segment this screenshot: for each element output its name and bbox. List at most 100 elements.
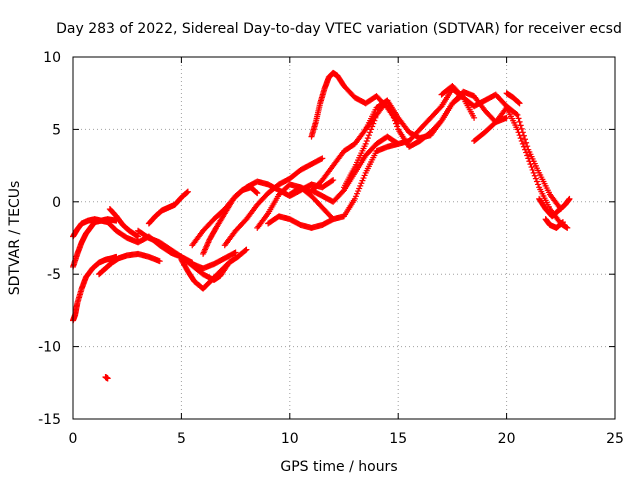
data-point (531, 172, 538, 179)
data-point (385, 100, 392, 107)
series-track-25 (542, 216, 566, 231)
data-point (564, 224, 571, 231)
series-track-16 (286, 140, 402, 223)
series-track-18 (308, 85, 478, 205)
x-tick-label: 25 (606, 431, 624, 447)
data-point (357, 182, 364, 189)
data-point (390, 114, 397, 121)
data-point (523, 149, 530, 156)
y-tick-label: 5 (52, 122, 61, 138)
data-point (104, 375, 111, 382)
data-point (523, 139, 530, 146)
y-tick-label: -15 (38, 412, 61, 428)
data-point (518, 137, 525, 144)
series-track-23 (503, 90, 523, 107)
series-track-2 (70, 216, 120, 270)
axis-ticks: 0 5 10 15 20 25 -15 -10 -5 0 5 10 (38, 50, 624, 447)
data-point (330, 177, 337, 184)
data-point (389, 111, 396, 118)
x-tick-label: 5 (177, 431, 186, 447)
data-point (387, 106, 394, 113)
data-point (516, 118, 523, 125)
data-point (516, 132, 523, 139)
series-track-5 (106, 206, 142, 240)
data-point (254, 190, 261, 197)
data-point (517, 135, 524, 142)
series-track-21 (438, 82, 564, 213)
data-point (525, 155, 532, 162)
data-point (526, 158, 533, 165)
y-tick-label: 10 (43, 50, 61, 66)
data-point (517, 122, 524, 129)
y-tick-label: -5 (47, 267, 61, 283)
data-point (329, 177, 336, 184)
data-point (362, 140, 369, 147)
series-track-6 (102, 374, 111, 382)
data-point (363, 137, 370, 144)
data-point (358, 180, 365, 187)
data-point (242, 247, 249, 254)
data-point (384, 97, 391, 104)
data-point (566, 195, 573, 202)
series-track-13 (221, 155, 326, 249)
data-point (524, 152, 531, 159)
data-point (360, 175, 367, 182)
x-tick-label: 20 (498, 431, 516, 447)
series-track-10 (178, 246, 250, 292)
series-track-12 (200, 184, 261, 257)
data-point (514, 126, 521, 133)
data-point (516, 100, 523, 107)
series-track-4 (96, 250, 163, 278)
data-point (364, 135, 371, 142)
chart-title: Day 283 of 2022, Sidereal Day-to-day VTE… (56, 21, 622, 37)
series-track-20 (362, 91, 467, 150)
data-point (391, 117, 398, 124)
data-point (352, 193, 359, 200)
data-point (522, 146, 529, 153)
series-track-1 (70, 216, 196, 266)
data-point (361, 172, 368, 179)
series-track-3 (70, 253, 120, 324)
data-point (522, 136, 529, 143)
data-point (527, 161, 534, 168)
data-point (232, 249, 239, 256)
data-point (513, 111, 520, 118)
data-point (243, 246, 250, 253)
data-point (533, 178, 540, 185)
y-tick-label: 0 (52, 195, 61, 211)
data-point (559, 219, 566, 226)
data-point (393, 120, 400, 127)
y-tick-label: -10 (38, 340, 61, 356)
data-point (394, 123, 401, 130)
series-track-17 (308, 69, 402, 140)
data-point (156, 258, 163, 265)
data-point (355, 188, 362, 195)
data-point (530, 169, 537, 176)
data-point (386, 103, 393, 110)
data-point (515, 129, 522, 136)
data-point (135, 233, 142, 240)
x-tick-label: 0 (69, 431, 78, 447)
data-points (70, 69, 573, 382)
series-track-15 (265, 213, 337, 231)
data-point (515, 115, 522, 122)
data-point (319, 155, 326, 162)
data-point (368, 126, 375, 133)
series-track-22 (471, 104, 571, 231)
series-track-24 (536, 195, 573, 220)
series-track-8 (145, 188, 191, 227)
data-point (369, 123, 376, 130)
data-point (370, 120, 377, 127)
data-point (388, 109, 395, 116)
data-point (528, 164, 535, 171)
data-point (356, 185, 363, 192)
data-point (184, 188, 191, 195)
data-point (372, 114, 379, 121)
data-point (365, 132, 372, 139)
data-point (503, 114, 510, 121)
data-point (532, 175, 539, 182)
data-point (520, 143, 527, 150)
x-tick-label: 15 (389, 431, 407, 447)
